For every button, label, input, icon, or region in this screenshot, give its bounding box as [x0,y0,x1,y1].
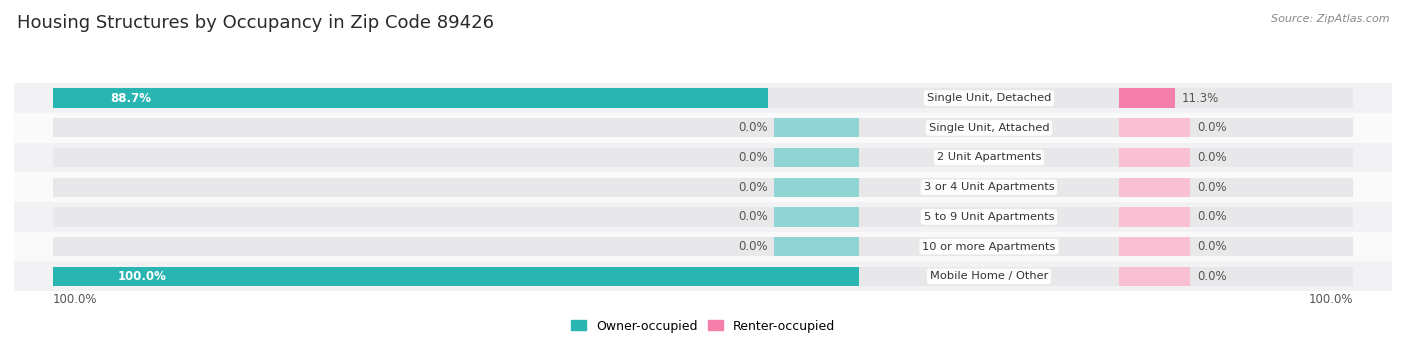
Bar [1119,118,1191,137]
Bar [775,237,859,256]
Text: 0.0%: 0.0% [738,181,768,194]
Text: 5 to 9 Unit Apartments: 5 to 9 Unit Apartments [924,212,1054,222]
Text: 0.0%: 0.0% [1197,270,1226,283]
Text: Source: ZipAtlas.com: Source: ZipAtlas.com [1271,14,1389,24]
Bar [14,232,1392,261]
Bar [1119,148,1191,167]
Text: Single Unit, Attached: Single Unit, Attached [928,123,1049,133]
Bar [775,207,859,226]
Text: 100.0%: 100.0% [1309,293,1353,306]
Text: Housing Structures by Occupancy in Zip Code 89426: Housing Structures by Occupancy in Zip C… [17,14,494,32]
Text: 3 or 4 Unit Apartments: 3 or 4 Unit Apartments [924,182,1054,192]
Legend: Owner-occupied, Renter-occupied: Owner-occupied, Renter-occupied [567,315,839,338]
Bar [1119,207,1191,226]
Text: 0.0%: 0.0% [1197,210,1226,223]
Text: Mobile Home / Other: Mobile Home / Other [929,271,1047,281]
Text: 11.3%: 11.3% [1181,92,1219,105]
Text: 0.0%: 0.0% [738,240,768,253]
Bar [53,148,1353,167]
Bar [53,267,1353,286]
Text: 0.0%: 0.0% [1197,151,1226,164]
Bar [53,267,859,286]
Bar [53,177,1353,197]
Bar [53,89,1353,108]
Bar [1119,237,1191,256]
Text: 2 Unit Apartments: 2 Unit Apartments [936,153,1042,162]
Bar [1119,267,1191,286]
Bar [14,143,1392,172]
Bar [1119,177,1191,197]
Bar [53,237,1353,256]
Bar [775,118,859,137]
Text: 0.0%: 0.0% [738,210,768,223]
Bar [14,113,1392,143]
Text: Single Unit, Detached: Single Unit, Detached [927,93,1052,103]
Bar [53,89,768,108]
Text: 0.0%: 0.0% [1197,121,1226,134]
Bar [14,83,1392,113]
Text: 10 or more Apartments: 10 or more Apartments [922,241,1056,252]
Bar [14,261,1392,291]
Bar [775,148,859,167]
Text: 100.0%: 100.0% [118,270,166,283]
Text: 0.0%: 0.0% [1197,181,1226,194]
Bar [14,172,1392,202]
Bar [53,118,1353,137]
Text: 100.0%: 100.0% [53,293,97,306]
Text: 88.7%: 88.7% [110,92,152,105]
Text: 0.0%: 0.0% [738,151,768,164]
Bar [14,202,1392,232]
Bar [775,177,859,197]
Text: 0.0%: 0.0% [738,121,768,134]
Bar [1119,89,1175,108]
Bar [53,207,1353,226]
Text: 0.0%: 0.0% [1197,240,1226,253]
